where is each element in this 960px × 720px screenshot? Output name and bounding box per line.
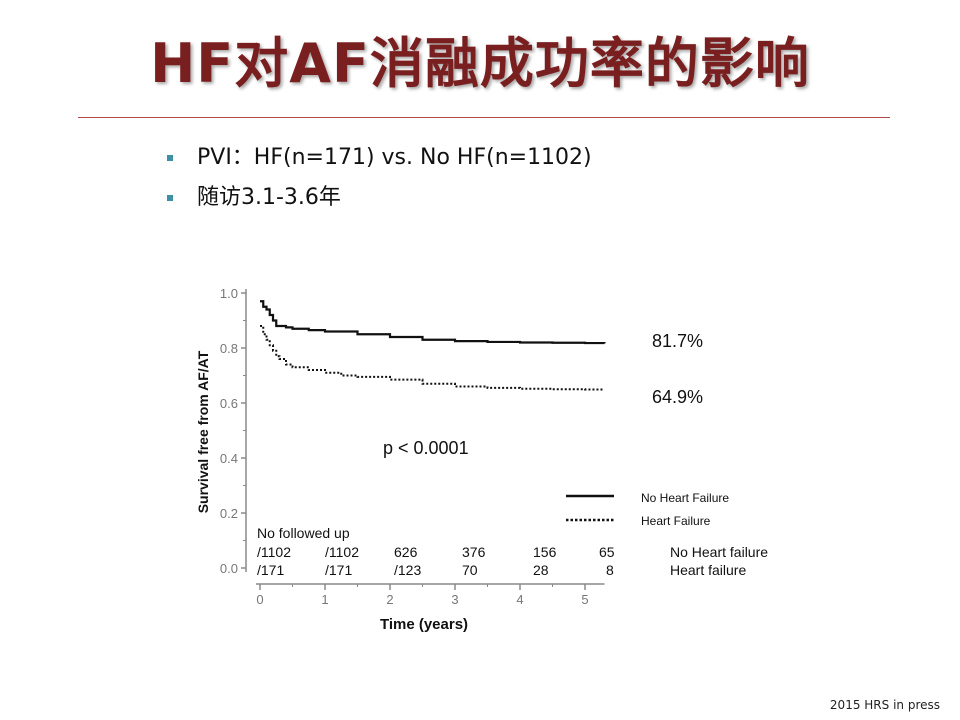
series-line-heart-failure bbox=[260, 325, 605, 391]
x-axis-label: Time (years) bbox=[380, 616, 468, 633]
at-risk-cell: 156 bbox=[533, 544, 557, 560]
title-divider bbox=[78, 117, 890, 118]
y-tick-label: 1.0 bbox=[220, 286, 238, 301]
at-risk-row-label: Heart failure bbox=[670, 562, 746, 578]
at-risk-cell: 8 bbox=[606, 562, 614, 578]
x-tick-label: 4 bbox=[516, 592, 523, 607]
at-risk-cell: 70 bbox=[462, 562, 478, 578]
at-risk-cell: 65 bbox=[599, 544, 615, 560]
at-risk-header: No followed up bbox=[257, 525, 350, 541]
x-tick-label: 1 bbox=[321, 592, 328, 607]
bullet-square-icon bbox=[167, 155, 173, 161]
x-tick-label: 5 bbox=[581, 592, 588, 607]
bullet-text: 随访3.1-3.6年 bbox=[197, 185, 341, 210]
y-tick-label: 0.4 bbox=[220, 451, 238, 466]
legend-label-no-heart-failure: No Heart Failure bbox=[641, 491, 729, 505]
source-footnote: 2015 HRS in press bbox=[829, 698, 940, 712]
bullet-square-icon bbox=[167, 195, 173, 201]
at-risk-cell: /171 bbox=[257, 562, 284, 578]
bullet-item: PVI：HF(n=171) vs. No HF(n=1102) bbox=[165, 138, 592, 178]
x-tick-label: 0 bbox=[256, 592, 263, 607]
at-risk-row-label: No Heart failure bbox=[670, 544, 768, 560]
end-label-heart-failure: 64.9% bbox=[652, 387, 703, 407]
bullet-list: PVI：HF(n=171) vs. No HF(n=1102) 随访3.1-3.… bbox=[165, 138, 592, 218]
p-value-annotation: p < 0.0001 bbox=[383, 438, 469, 458]
y-tick-label: 0.0 bbox=[220, 561, 238, 576]
y-tick-label: 0.2 bbox=[220, 506, 238, 521]
at-risk-cell: 28 bbox=[533, 562, 549, 578]
plot-axes: 0.0 0.2 0.4 0.6 0.8 1.0 0 1 2 3 4 5 bbox=[220, 286, 605, 607]
end-label-no-heart-failure: 81.7% bbox=[652, 331, 703, 351]
at-risk-table: No followed up /1102 /1102 626 376 156 6… bbox=[257, 525, 768, 578]
at-risk-cell: /123 bbox=[394, 562, 421, 578]
at-risk-cell: 376 bbox=[462, 544, 486, 560]
bullet-item: 随访3.1-3.6年 bbox=[165, 178, 592, 218]
series-line-no-heart-failure bbox=[260, 300, 606, 345]
at-risk-cell: 626 bbox=[394, 544, 418, 560]
kaplan-meier-chart: 0.0 0.2 0.4 0.6 0.8 1.0 0 1 2 3 4 5 Survival free f… bbox=[195, 286, 768, 633]
x-tick-label: 3 bbox=[451, 592, 458, 607]
bullet-text: PVI：HF(n=171) vs. No HF(n=1102) bbox=[197, 145, 592, 170]
x-tick-label: 2 bbox=[386, 592, 393, 607]
plot-series bbox=[260, 300, 606, 391]
y-tick-label: 0.8 bbox=[220, 341, 238, 356]
at-risk-cell: /171 bbox=[325, 562, 352, 578]
at-risk-cell: /1102 bbox=[257, 544, 291, 560]
at-risk-cell: /1102 bbox=[325, 544, 359, 560]
y-axis-label: Survival free from AF/AT bbox=[195, 350, 211, 513]
legend: No Heart Failure Heart Failure bbox=[566, 491, 729, 528]
slide-title: HF对AF消融成功率的影响 bbox=[150, 32, 810, 95]
legend-label-heart-failure: Heart Failure bbox=[641, 514, 711, 528]
y-tick-label: 0.6 bbox=[220, 396, 238, 411]
